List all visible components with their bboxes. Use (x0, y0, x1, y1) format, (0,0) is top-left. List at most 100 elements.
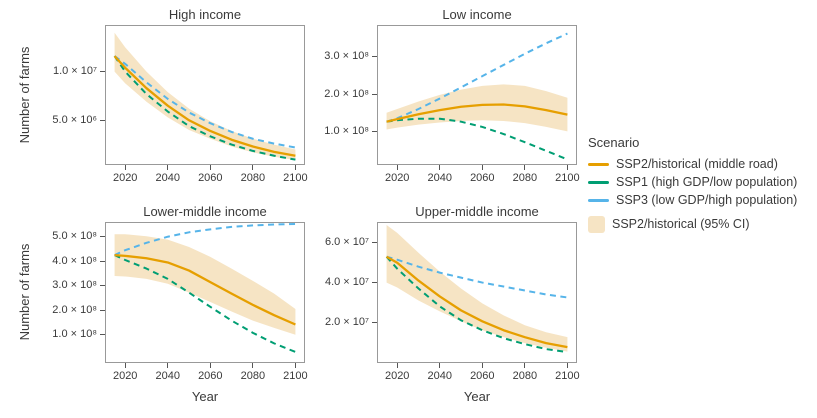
legend-item-ssp1: SSP1 (high GDP/low population) (588, 174, 797, 190)
x-tick-mark (396, 363, 398, 368)
y-tick-mark (372, 282, 377, 284)
y-tick-label: 5.0 × 10⁶ (52, 113, 97, 126)
x-tick-label: 2100 (555, 172, 580, 184)
ci-band (114, 234, 296, 335)
legend-label-ci-band: SSP2/historical (95% CI) (612, 217, 750, 231)
y-tick-label: 2.0 × 10⁸ (324, 87, 369, 100)
ci-band-swatch (588, 215, 605, 233)
ci-band (386, 224, 568, 352)
x-tick-mark (167, 165, 169, 170)
x-tick-label: 2060 (470, 172, 495, 184)
ssp3-line (386, 32, 568, 123)
y-tick-mark (100, 334, 105, 336)
legend-item-ci-band: SSP2/historical (95% CI) (588, 215, 750, 233)
y-tick-label: 1.0 × 10⁷ (52, 65, 97, 78)
x-tick-mark (124, 165, 126, 170)
x-tick-mark (566, 363, 568, 368)
legend-label-ssp3: SSP3 (low GDP/high population) (616, 193, 798, 207)
ssp3-line (114, 222, 296, 257)
x-tick-label: 2040 (427, 370, 452, 382)
legend-item-ssp3: SSP3 (low GDP/high population) (588, 192, 797, 208)
y-tick-label: 4.0 × 10⁷ (324, 276, 369, 289)
x-tick-label: 2060 (198, 172, 223, 184)
y-axis-label-row1: Number of farms (17, 46, 32, 144)
y-tick-mark (372, 242, 377, 244)
y-tick-mark (100, 236, 105, 238)
x-tick-label: 2040 (155, 172, 180, 184)
x-tick-label: 2100 (555, 370, 580, 382)
x-tick-label: 2020 (112, 370, 138, 382)
x-axis-label-right: Year (463, 389, 491, 404)
panel-plot-low-income (377, 25, 577, 165)
y-tick-mark (100, 285, 105, 287)
panel-title-upper-middle-income: Upper-middle income (415, 204, 539, 219)
y-tick-label: 4.0 × 10⁸ (52, 254, 97, 267)
ssp1-line (114, 254, 296, 353)
legend-label-ssp2: SSP2/historical (middle road) (616, 157, 778, 171)
ci-band (114, 32, 296, 161)
x-tick-mark (209, 165, 211, 170)
ssp1-line (113, 55, 296, 161)
x-tick-label: 2080 (240, 172, 266, 184)
panel-plot-high-income (105, 25, 305, 165)
x-tick-label: 2080 (512, 370, 538, 382)
ssp2-line (386, 255, 568, 349)
ssp2-line-swatch (588, 162, 609, 166)
panel-plot-lower-middle-income (105, 222, 305, 363)
y-tick-label: 3.0 × 10⁸ (324, 50, 369, 63)
y-tick-label: 1.0 × 10⁸ (324, 124, 369, 137)
ssp2-line (386, 103, 568, 123)
x-tick-label: 2040 (155, 370, 180, 382)
panel-title-low-income: Low income (442, 7, 512, 22)
x-tick-label: 2100 (283, 370, 308, 382)
ssp3-line (386, 255, 568, 299)
y-tick-label: 2.0 × 10⁸ (52, 303, 97, 316)
x-tick-mark (481, 165, 483, 170)
ssp2-line (113, 55, 296, 157)
legend-label-ssp1: SSP1 (high GDP/low population) (616, 175, 798, 189)
y-tick-mark (100, 309, 105, 311)
legend-title: Scenario (588, 135, 640, 150)
y-tick-label: 2.0 × 10⁷ (324, 315, 369, 328)
panel-border (377, 25, 577, 165)
ssp2-line (114, 253, 296, 326)
ssp1-line (385, 256, 568, 354)
x-tick-mark (124, 363, 126, 368)
x-tick-label: 2040 (427, 172, 452, 184)
ssp3-line-swatch (588, 198, 609, 202)
x-tick-mark (566, 165, 568, 170)
x-tick-mark (294, 165, 296, 170)
x-tick-mark (209, 363, 211, 368)
y-tick-mark (100, 119, 105, 121)
y-tick-label: 5.0 × 10⁸ (52, 230, 97, 243)
ssp1-line-swatch (588, 180, 609, 184)
panel-border (377, 222, 577, 363)
x-tick-label: 2060 (470, 370, 495, 382)
ssp3-line (113, 55, 296, 149)
y-tick-label: 6.0 × 10⁷ (324, 236, 369, 249)
x-tick-label: 2080 (512, 172, 538, 184)
panel-border (105, 25, 305, 165)
x-tick-mark (294, 363, 296, 368)
x-tick-mark (481, 363, 483, 368)
ssp1-line (386, 117, 568, 161)
x-axis-label-left: Year (191, 389, 219, 404)
y-tick-mark (100, 71, 105, 73)
y-tick-label: 1.0 × 10⁸ (52, 328, 97, 341)
y-tick-mark (372, 130, 377, 132)
x-tick-mark (252, 165, 254, 170)
panel-title-high-income: High income (168, 7, 242, 22)
x-tick-mark (524, 165, 526, 170)
y-tick-mark (372, 56, 377, 58)
x-tick-mark (396, 165, 398, 170)
x-tick-label: 2020 (384, 370, 410, 382)
x-tick-mark (524, 363, 526, 368)
x-tick-label: 2100 (283, 172, 308, 184)
x-tick-mark (439, 363, 441, 368)
y-tick-mark (372, 93, 377, 95)
y-tick-mark (372, 321, 377, 323)
panel-plot-upper-middle-income (377, 222, 577, 363)
x-tick-label: 2020 (384, 172, 410, 184)
panel-border (105, 222, 305, 363)
